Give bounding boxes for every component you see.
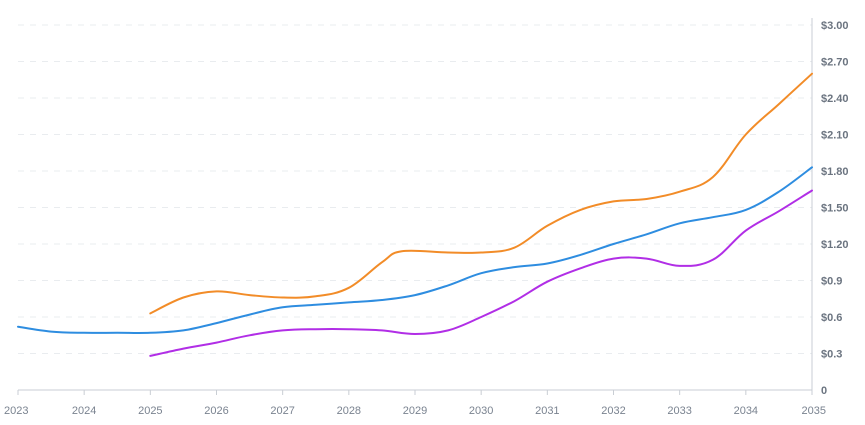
y-tick-label: $0.3 <box>821 349 842 361</box>
y-tick-label: $1.20 <box>821 239 849 251</box>
series-line-3 <box>149 189 813 357</box>
y-tick-label: $0.6 <box>821 312 842 324</box>
y-tick-label: 0 <box>821 385 827 397</box>
x-tick-label: 2034 <box>734 405 758 417</box>
x-tick-label: 2029 <box>403 405 427 417</box>
x-tick-label: 2035 <box>802 405 826 417</box>
y-tick-label: $1.50 <box>821 203 849 215</box>
x-tick-label: 2030 <box>469 405 493 417</box>
x-tick-label: 2028 <box>337 405 361 417</box>
y-tick-label: $3.00 <box>821 20 849 32</box>
x-tick-label: 2025 <box>138 405 162 417</box>
x-tick-label: 2023 <box>4 405 28 417</box>
y-tick-label: $2.10 <box>821 130 849 142</box>
x-tick-label: 2026 <box>204 405 228 417</box>
y-axis-ticks: 0 $0.3 $0.6 $0.9 $1.20 $1.50 $1.80 $2.10 $2.40 $2… <box>821 20 849 397</box>
series-line-2 <box>17 166 813 335</box>
x-tick-label: 2032 <box>601 405 625 417</box>
y-tick-label: $0.9 <box>821 276 842 288</box>
series-layer <box>17 72 813 357</box>
x-tick-label: 2024 <box>72 405 96 417</box>
x-tick-label: 2031 <box>535 405 559 417</box>
y-tick-label: $2.40 <box>821 93 849 105</box>
x-tick-label: 2033 <box>667 405 691 417</box>
series-line-1 <box>149 72 813 315</box>
y-tick-label: $1.80 <box>821 166 849 178</box>
x-tick-label: 2027 <box>270 405 294 417</box>
y-tick-label: $2.70 <box>821 57 849 69</box>
x-axis-ticks: 2023 2024 2025 2026 2027 2028 2029 2030 2031 2032… <box>4 390 826 417</box>
grid-layer <box>18 24 812 354</box>
